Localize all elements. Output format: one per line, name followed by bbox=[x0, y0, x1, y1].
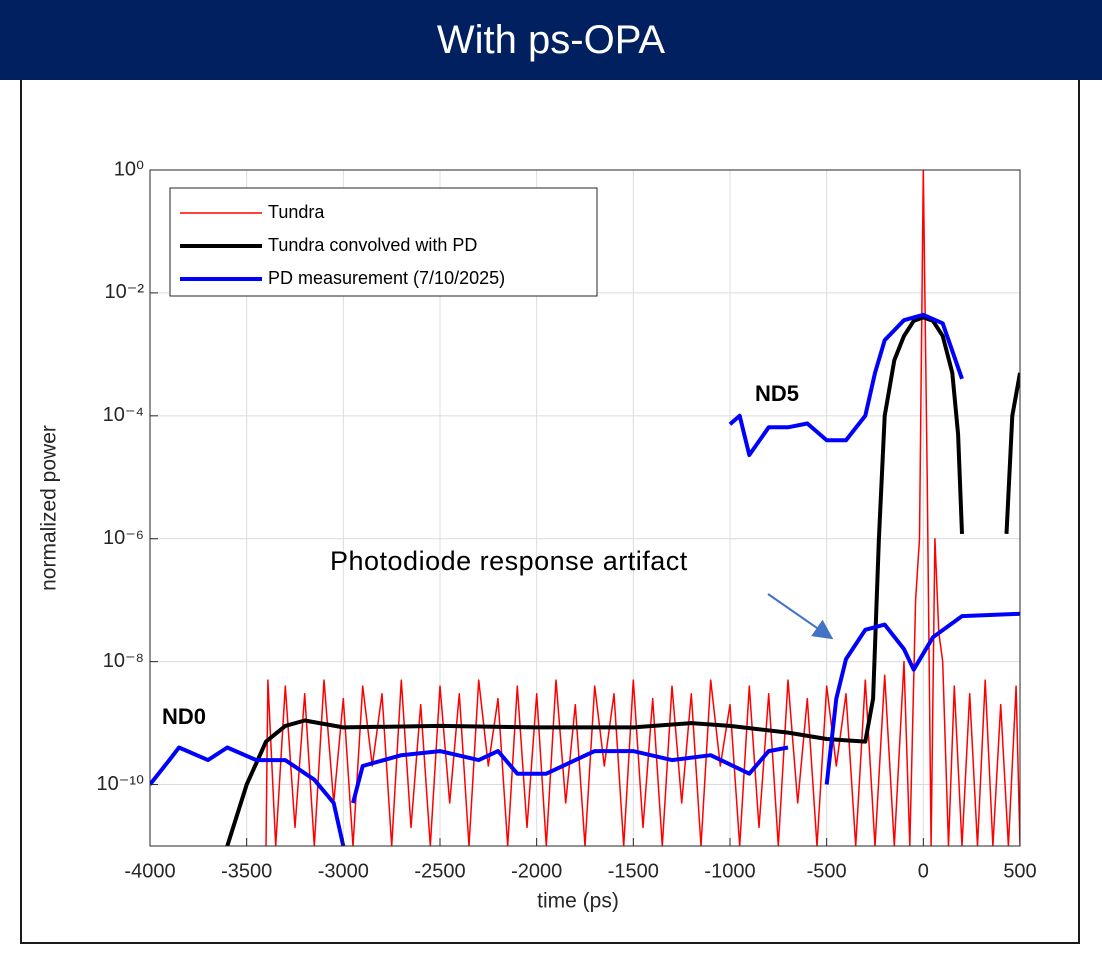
legend-label: Tundra bbox=[268, 202, 325, 222]
legend-label: PD measurement (7/10/2025) bbox=[268, 268, 505, 288]
x-axis-label: time (ps) bbox=[537, 890, 619, 913]
series-line bbox=[150, 312, 1020, 846]
x-tick-label: -1000 bbox=[704, 860, 755, 882]
x-tick-label: -1500 bbox=[608, 860, 659, 882]
annotation-arrow bbox=[767, 593, 834, 640]
y-tick-label: 10⁻⁸ bbox=[103, 650, 144, 672]
y-tick-label: 10⁰ bbox=[114, 158, 144, 180]
x-tick-label: 0 bbox=[918, 860, 929, 882]
x-tick-label: -4000 bbox=[124, 860, 175, 882]
x-tick-label: -3000 bbox=[318, 860, 369, 882]
frame bbox=[20, 80, 1080, 944]
series-line bbox=[265, 170, 1020, 846]
y-tick-label: 10⁻¹⁰ bbox=[97, 773, 144, 795]
x-tick-label: -500 bbox=[807, 860, 847, 882]
axes-box bbox=[149, 169, 1021, 847]
annotation: ND0 bbox=[162, 704, 206, 729]
annotation: Photodiode response artifact bbox=[330, 546, 688, 576]
slide-title: With ps-OPA bbox=[0, 0, 1102, 80]
x-tick-label: -2500 bbox=[414, 860, 465, 882]
annotation: ND5 bbox=[755, 381, 799, 406]
x-tick-label: -2000 bbox=[511, 860, 562, 882]
legend-label: Tundra convolved with PD bbox=[268, 235, 477, 255]
y-tick-label: 10⁻⁶ bbox=[103, 527, 144, 549]
x-tick-label: -3500 bbox=[221, 860, 272, 882]
x-tick-label: 500 bbox=[1003, 860, 1036, 882]
y-axis-label: normalized power bbox=[38, 425, 61, 591]
y-tick-label: 10⁻⁴ bbox=[103, 404, 144, 426]
y-tick-label: 10⁻² bbox=[105, 281, 145, 303]
